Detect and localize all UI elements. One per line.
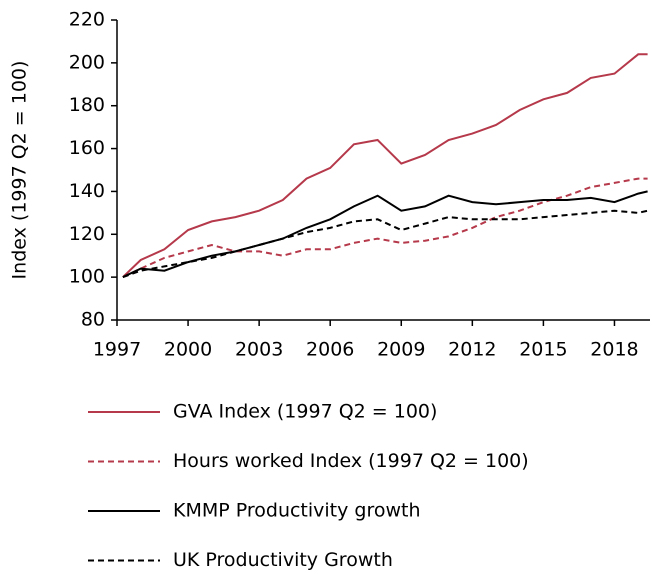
y-tick-label: 80 bbox=[81, 309, 105, 331]
series-line bbox=[122, 209, 648, 279]
legend-label: GVA Index (1997 Q2 = 100) bbox=[173, 401, 437, 423]
x-tick-label: 2009 bbox=[377, 339, 425, 361]
y-tick-label: 120 bbox=[69, 223, 105, 245]
series-line bbox=[122, 190, 648, 279]
y-tick-label: 160 bbox=[69, 137, 105, 159]
x-tick-label: 2006 bbox=[306, 339, 354, 361]
x-tick-label: 2003 bbox=[235, 339, 283, 361]
legend-label: Hours worked Index (1997 Q2 = 100) bbox=[173, 450, 529, 472]
y-axis-title: Index (1997 Q2 = 100) bbox=[9, 61, 31, 280]
legend-label: UK Productivity Growth bbox=[173, 549, 393, 571]
x-tick-label: 1997 bbox=[93, 339, 141, 361]
legend-label: KMMP Productivity growth bbox=[173, 500, 421, 522]
x-tick-label: 2012 bbox=[448, 339, 496, 361]
x-tick-label: 2018 bbox=[590, 339, 638, 361]
y-tick-label: 200 bbox=[69, 51, 105, 73]
y-tick-label: 100 bbox=[69, 266, 105, 288]
x-tick-label: 2000 bbox=[164, 339, 212, 361]
y-tick-label: 140 bbox=[69, 180, 105, 202]
x-tick-label: 2015 bbox=[519, 339, 567, 361]
y-tick-label: 180 bbox=[69, 94, 105, 116]
series-line bbox=[122, 53, 648, 278]
y-tick-label: 220 bbox=[69, 9, 105, 31]
series-line bbox=[122, 177, 648, 279]
